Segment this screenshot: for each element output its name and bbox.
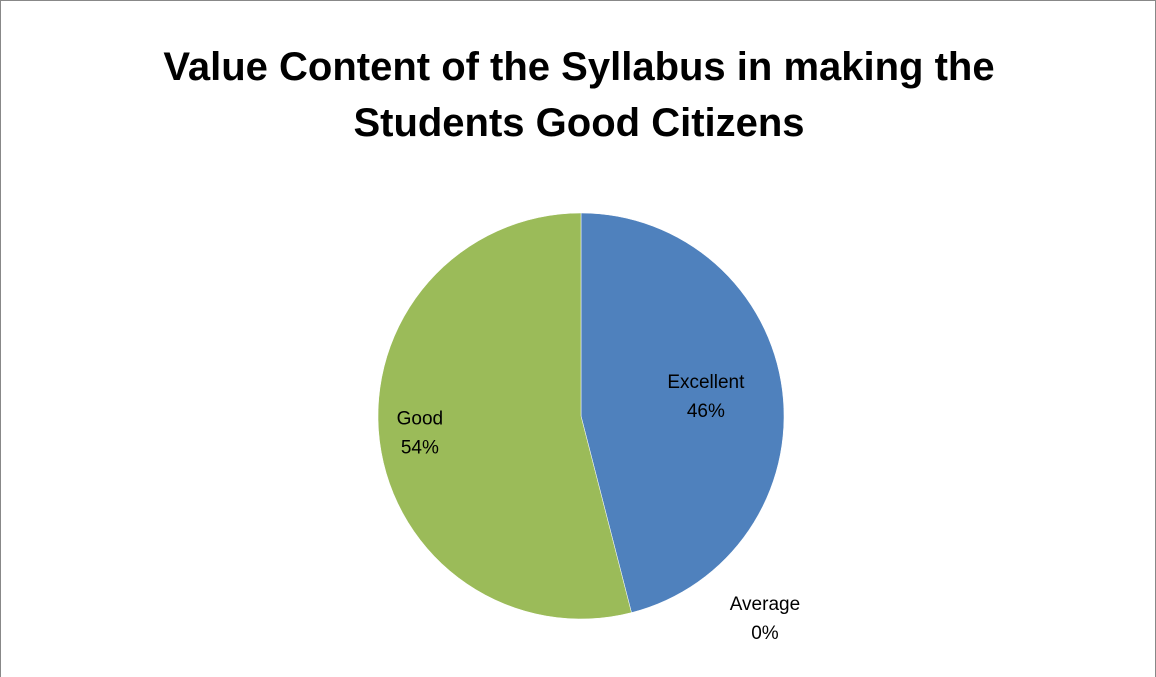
slice-label-percent-good: 54% [401,437,439,458]
slice-label-name-average: Average [730,594,800,615]
pie-slices [377,212,785,620]
slice-label-name-good: Good [397,408,443,429]
slice-label-name-excellent: Excellent [667,372,745,393]
chart-title-line-1: Value Content of the Syllabus in making … [163,45,995,89]
slice-label-percent-excellent: 46% [687,401,725,422]
pie-slice-good [377,212,632,620]
pie-labels: Excellent 46% Average 0% Good 54% [397,372,801,644]
slice-label-percent-average: 0% [751,623,779,644]
chart-title-line-2: Students Good Citizens [353,101,805,145]
chart-title: Value Content of the Syllabus in making … [1,39,1156,151]
pie-slice-excellent [580,212,785,613]
